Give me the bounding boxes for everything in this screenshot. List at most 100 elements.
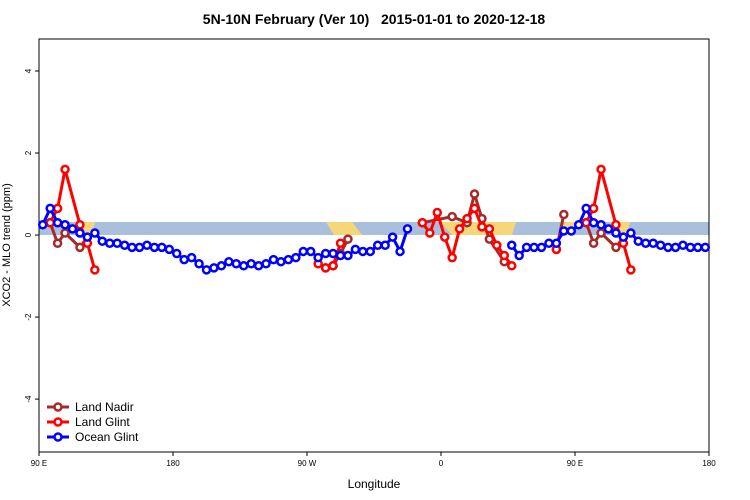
data-point (328, 261, 338, 271)
data-point (655, 240, 666, 251)
data-point (134, 242, 145, 253)
legend-label: Land Nadir (75, 400, 134, 414)
x-tick-label: 180 (166, 459, 180, 468)
data-point (97, 236, 108, 246)
data-point (358, 246, 368, 257)
data-point (52, 203, 63, 214)
data-point (343, 250, 353, 261)
data-point (60, 228, 70, 238)
data-point (536, 242, 547, 253)
data-point (529, 242, 539, 253)
data-point (559, 209, 569, 220)
data-point (37, 220, 48, 230)
data-point (506, 240, 517, 251)
x-tick-label: 0 (439, 459, 444, 468)
data-point (60, 164, 70, 175)
data-point (305, 246, 316, 257)
data-point (52, 217, 63, 228)
data-point (596, 164, 606, 175)
data-point (566, 226, 577, 236)
legend-marker (53, 417, 63, 427)
data-point (365, 246, 376, 257)
data-point (164, 244, 175, 255)
y-tick-label: -2 (24, 313, 33, 321)
data-point (693, 242, 703, 253)
data-point (119, 240, 130, 251)
data-point (648, 238, 658, 248)
data-point (670, 242, 681, 253)
data-point (588, 238, 599, 248)
data-point (52, 238, 63, 248)
data-point (521, 242, 532, 253)
data-point (149, 242, 160, 253)
data-point (633, 236, 644, 246)
x-tick-label: 90 E (31, 459, 47, 468)
data-point (588, 217, 599, 228)
data-point (611, 220, 621, 230)
y-tick-label: 0 (24, 232, 33, 237)
data-point (663, 242, 673, 253)
data-point (425, 228, 435, 238)
data-point (75, 242, 85, 253)
y-tick-label: 2 (24, 150, 33, 155)
data-point (469, 203, 480, 214)
data-point (640, 238, 651, 248)
y-tick-label: -4 (24, 395, 33, 403)
data-point (157, 242, 167, 253)
data-point (201, 265, 212, 275)
legend-label: Ocean Glint (75, 430, 139, 444)
x-axis-label: Longitude (348, 477, 401, 491)
data-point (90, 228, 100, 238)
data-point (90, 265, 100, 275)
data-point (484, 224, 495, 234)
data-point (104, 238, 115, 248)
data-point (626, 265, 636, 275)
data-point (492, 240, 502, 251)
data-point (343, 234, 353, 244)
data-point (112, 238, 122, 248)
data-point (439, 232, 450, 242)
data-point (67, 224, 78, 234)
data-point (402, 224, 413, 234)
data-point (626, 228, 636, 238)
data-point (387, 232, 398, 242)
data-point (454, 224, 465, 234)
data-point (588, 203, 599, 214)
data-point (335, 250, 346, 261)
data-point (618, 232, 629, 242)
data-point (499, 250, 510, 261)
data-point (194, 259, 204, 269)
data-point (231, 259, 242, 269)
data-point (596, 228, 606, 238)
data-point (447, 211, 457, 222)
x-tick-label: 180 (702, 459, 716, 468)
data-point (551, 238, 562, 248)
data-point (216, 261, 227, 271)
data-point (291, 252, 301, 263)
data-point (276, 256, 286, 267)
data-point (700, 242, 711, 253)
data-point (45, 217, 55, 228)
data-point (611, 242, 621, 253)
data-point (350, 244, 361, 255)
data-point (209, 263, 219, 273)
data-point (328, 248, 338, 259)
data-point (469, 189, 480, 199)
series (37, 203, 711, 275)
data-point (395, 246, 405, 257)
data-point (573, 220, 584, 230)
data-point (313, 252, 323, 263)
data-point (75, 220, 85, 230)
data-point (581, 203, 591, 214)
data-point (447, 252, 457, 263)
data-point (417, 217, 428, 228)
data-point (477, 222, 487, 232)
legend-marker (53, 432, 63, 442)
data-point (283, 254, 294, 265)
data-point (320, 248, 331, 259)
data-point (45, 203, 55, 214)
data-point (596, 220, 606, 230)
data-point (238, 261, 249, 271)
data-point (462, 213, 472, 224)
